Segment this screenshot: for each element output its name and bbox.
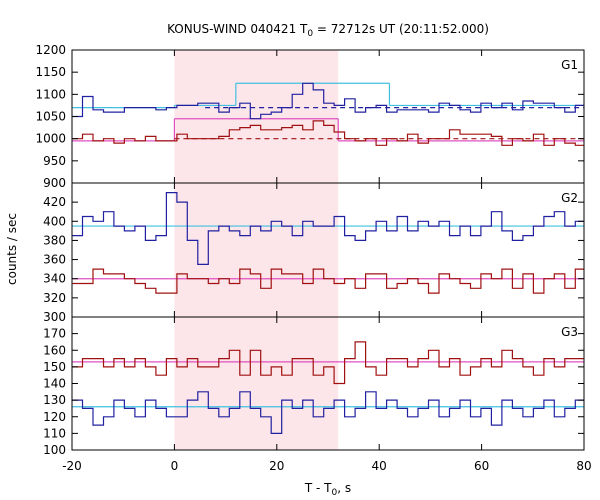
- panel-G1-ytick-label-1200: 1200: [35, 43, 66, 57]
- panel-G2-series-1: [72, 268, 584, 294]
- x-tick-label-40: 40: [372, 459, 387, 473]
- panel-G3-ytick-label-170: 170: [43, 327, 66, 341]
- panel-label-G2: G2: [561, 191, 578, 205]
- panel-G2-ytick-label-420: 420: [43, 195, 66, 209]
- panel-G3-ytick-label-110: 110: [43, 426, 66, 440]
- x-tick-label-0: 0: [171, 459, 179, 473]
- x-tick-label-80: 80: [576, 459, 591, 473]
- panel-G3-ytick-label-120: 120: [43, 410, 66, 424]
- panel-G2-ytick-label-400: 400: [43, 214, 66, 228]
- panel-G1-ytick-label-900: 900: [43, 176, 66, 190]
- panel-G3-ytick-label-150: 150: [43, 360, 66, 374]
- panel-label-G3: G3: [561, 325, 578, 339]
- panel-G1-series-1: [72, 120, 584, 146]
- panel-G1-ytick-label-950: 950: [43, 154, 66, 168]
- chart-title: KONUS-WIND 040421 T0 = 72712s UT (20:11:…: [167, 22, 489, 39]
- panel-G2-ytick-label-340: 340: [43, 272, 66, 286]
- panel-G2-ytick-label-380: 380: [43, 233, 66, 247]
- panel-G1-series-0: [72, 82, 584, 120]
- plot-area: 90095010001050110011501200G1300320340360…: [35, 43, 591, 473]
- panel-G3-ytick-label-100: 100: [43, 443, 66, 457]
- panel-G2-ytick-label-320: 320: [43, 291, 66, 305]
- x-axis-label: T - T0, s: [304, 481, 351, 498]
- panel-G3-ytick-label-160: 160: [43, 343, 66, 357]
- x-tick-label-60: 60: [474, 459, 489, 473]
- panel-G2-series-0: [72, 192, 584, 265]
- shaded-interval: [174, 50, 339, 450]
- panel-G1-ytick-label-1000: 1000: [35, 132, 66, 146]
- panel-G1-ytick-label-1150: 1150: [35, 65, 66, 79]
- y-axis-label: counts / sec: [5, 213, 19, 285]
- x-tick-label--20: -20: [62, 459, 82, 473]
- panel-G3-ytick-label-130: 130: [43, 393, 66, 407]
- panel-label-G1: G1: [561, 58, 578, 72]
- panel-G3-series-0: [72, 341, 584, 385]
- panel-G2-ytick-label-300: 300: [43, 310, 66, 324]
- panel-G1-ytick-label-1050: 1050: [35, 110, 66, 124]
- x-tick-label-20: 20: [269, 459, 284, 473]
- panel-G3-series-1: [72, 391, 584, 434]
- panel-G3-ytick-label-140: 140: [43, 377, 66, 391]
- panel-G2-ytick-label-360: 360: [43, 253, 66, 267]
- panel-G1-ytick-label-1100: 1100: [35, 87, 66, 101]
